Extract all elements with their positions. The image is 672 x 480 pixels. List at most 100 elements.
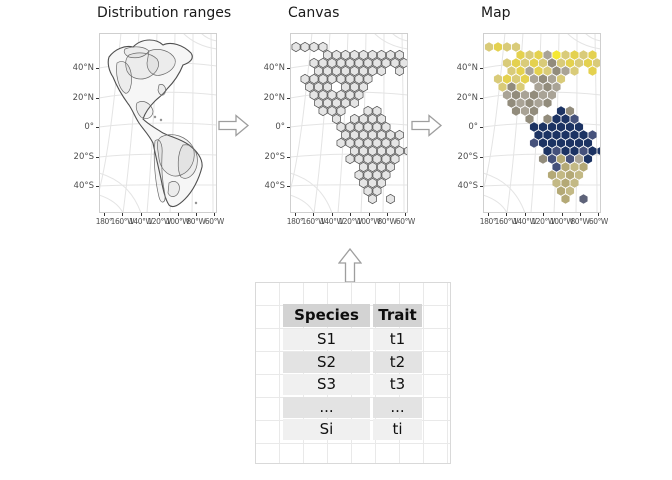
map-hex-cell <box>574 138 584 148</box>
canvas-hex-cell <box>350 129 359 141</box>
map-hex-cell <box>556 122 566 132</box>
x-tick-mark <box>295 213 296 216</box>
y-tick-mark <box>287 68 290 69</box>
canvas-hex-cell <box>372 153 382 165</box>
canvas-hex-cell <box>390 57 400 69</box>
y-tick-label: 20°N <box>456 92 478 103</box>
panel-border <box>290 33 408 213</box>
canvas-hex-cell <box>363 153 373 165</box>
x-tick-mark <box>159 213 161 216</box>
x-tick-mark <box>177 213 179 216</box>
map-hex-cell <box>534 98 543 108</box>
map-hex-cell <box>529 90 539 100</box>
y-tick-label: 0° <box>275 122 285 132</box>
map-hex-cell <box>574 122 584 132</box>
map-hex-cell <box>502 74 512 84</box>
y-tick-label: 0° <box>468 122 478 132</box>
canvas-hex-cell <box>377 65 386 77</box>
map-hex-cell <box>565 154 575 164</box>
x-tick-label: 180° <box>95 217 113 226</box>
canvas-hex-cell <box>345 73 355 85</box>
map-hex-cell <box>570 146 579 156</box>
map-hex-cell <box>516 50 525 60</box>
canvas-hex-cell <box>390 137 400 149</box>
x-tick-label: 140°W <box>513 217 537 226</box>
canvas-hex-cell <box>377 129 386 141</box>
canvas-hex-cell <box>377 145 386 157</box>
y-tick-mark <box>480 68 483 69</box>
map-hex-cell <box>534 82 543 92</box>
y-tick-label: 20°S <box>264 151 285 162</box>
canvas-hex-cell <box>327 105 337 117</box>
map-hex-cell <box>565 186 575 196</box>
map-hex-cell <box>543 82 552 92</box>
canvas-hex-cell <box>341 49 350 61</box>
canvas-hex-cell <box>368 129 377 141</box>
map-hex-cell <box>561 114 570 124</box>
map-hex-cell <box>543 50 552 60</box>
canvas-hex-cell <box>359 177 368 189</box>
canvas-hex-cell <box>318 89 328 101</box>
canvas-hex-cell <box>327 57 337 69</box>
y-tick-mark <box>96 186 99 187</box>
map-hex-cell <box>570 162 579 172</box>
map-hex-cell <box>534 130 543 140</box>
canvas-hex-cell <box>363 73 373 85</box>
canvas-hex-grid <box>291 41 408 205</box>
map-hex-cell <box>525 50 534 60</box>
y-tick-label: 40°N <box>263 63 285 73</box>
map-hex-cell <box>538 58 548 68</box>
map-hex-cell <box>579 146 588 156</box>
canvas-hex-cell <box>354 137 364 149</box>
map-hex-cell <box>543 98 552 108</box>
map-hex-cell <box>565 170 575 180</box>
map-hex-cell <box>588 130 597 140</box>
canvas-hex-cell <box>399 57 408 69</box>
canvas-hex-cell <box>305 81 314 93</box>
x-tick-label: 100°W <box>165 217 190 226</box>
table-cell-trait: ti <box>373 419 422 440</box>
canvas-hex-cell <box>332 113 341 125</box>
canvas-hex-cell <box>395 129 404 141</box>
y-tick-mark <box>480 127 483 128</box>
map-hex-cell <box>579 194 588 204</box>
canvas-hex-cell <box>332 65 341 77</box>
x-tick-mark <box>405 213 407 216</box>
y-tick-label: 40°S <box>73 181 94 191</box>
map-hex-cell <box>520 74 530 84</box>
x-tick-mark <box>313 213 315 216</box>
canvas-hex-cell <box>323 81 332 93</box>
map-hex-cell <box>525 66 534 76</box>
canvas-hex-cell <box>314 97 323 109</box>
canvas-hex-cell <box>359 129 368 141</box>
canvas-hex-cell <box>318 105 328 117</box>
canvas-hex-cell <box>336 137 346 149</box>
canvas-hex-cell <box>359 81 368 93</box>
map-hex-cell <box>565 58 575 68</box>
map-hex-cell <box>588 50 597 60</box>
map-hex-cell <box>547 154 557 164</box>
map-hex-cell <box>561 178 570 188</box>
canvas-hex-cell <box>309 73 319 85</box>
map-hex-cell <box>552 50 561 60</box>
x-tick-label: 120°W <box>531 217 555 226</box>
map-hex-cell <box>561 130 570 140</box>
y-tick-mark <box>480 97 483 99</box>
canvas-hex-cell <box>359 65 368 77</box>
canvas-hex-cell <box>372 57 382 69</box>
map-hex-cell <box>583 138 593 148</box>
map-hex-cell <box>552 178 561 188</box>
map-hex-cell <box>520 90 530 100</box>
canvas-hex-cell <box>363 137 373 149</box>
table-cell-species: S3 <box>283 374 370 395</box>
canvas-hex-cell <box>300 41 310 53</box>
x-tick-label: 160°W <box>301 217 326 226</box>
table-cell-species: ... <box>283 396 370 418</box>
map-hex-cell <box>547 122 557 132</box>
canvas-hex-cell <box>345 89 355 101</box>
map-hex-cell <box>579 162 588 172</box>
canvas-hex-cell <box>314 81 323 93</box>
map-hex-cell <box>511 106 521 116</box>
panel-title-canvas: Canvas <box>288 5 340 21</box>
